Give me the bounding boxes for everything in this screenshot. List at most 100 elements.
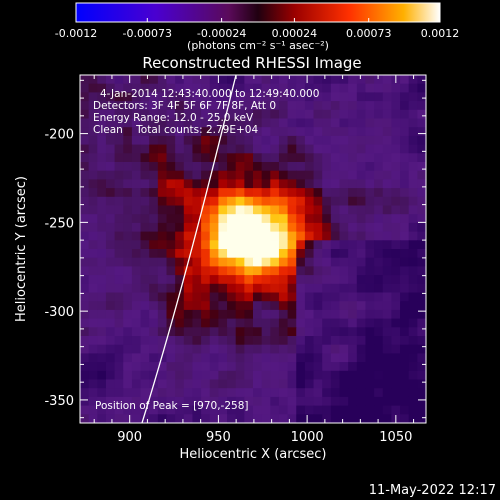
heatmap-cell bbox=[175, 127, 185, 137]
heatmap-cell bbox=[313, 379, 323, 389]
heatmap-cell bbox=[88, 344, 98, 354]
heatmap-cell bbox=[114, 162, 124, 172]
heatmap-cell bbox=[235, 266, 245, 276]
heatmap-cell bbox=[339, 101, 349, 111]
heatmap-cell bbox=[175, 83, 185, 93]
heatmap-cell bbox=[183, 127, 194, 137]
heatmap-cell bbox=[88, 153, 98, 163]
heatmap-cell bbox=[400, 231, 410, 241]
heatmap-cell bbox=[235, 170, 245, 180]
heatmap-cell bbox=[218, 249, 228, 259]
heatmap-cell bbox=[140, 353, 150, 363]
heatmap-cell bbox=[175, 266, 185, 276]
heatmap-cell bbox=[131, 309, 142, 320]
heatmap-cell bbox=[339, 414, 349, 423]
heatmap-cell bbox=[374, 353, 384, 363]
heatmap-cell bbox=[400, 196, 410, 207]
heatmap-cell bbox=[270, 405, 280, 415]
heatmap-cell bbox=[209, 222, 219, 233]
heatmap-cell bbox=[244, 240, 254, 250]
heatmap-cell bbox=[97, 257, 107, 267]
heatmap-cell bbox=[253, 301, 263, 311]
heatmap-cell bbox=[417, 144, 426, 154]
heatmap-cell bbox=[105, 83, 116, 93]
heatmap-cell bbox=[391, 396, 401, 407]
heatmap-cell bbox=[417, 275, 426, 285]
heatmap-cell bbox=[278, 144, 289, 154]
heatmap-cell bbox=[330, 370, 341, 381]
heatmap-cell bbox=[400, 153, 410, 163]
heatmap-cell bbox=[278, 309, 289, 320]
heatmap-cell bbox=[140, 205, 150, 215]
heatmap-cell bbox=[175, 101, 185, 111]
heatmap-cell bbox=[313, 275, 323, 285]
heatmap-cell bbox=[166, 83, 176, 93]
heatmap-cell bbox=[408, 353, 418, 363]
heatmap-cell bbox=[287, 344, 297, 354]
heatmap-cell bbox=[391, 162, 401, 172]
heatmap-cell bbox=[192, 283, 202, 294]
heatmap-cell bbox=[339, 240, 349, 250]
heatmap-cell bbox=[313, 127, 323, 137]
heatmap-cell bbox=[209, 362, 219, 372]
heatmap-cell bbox=[105, 301, 116, 311]
heatmap-cell bbox=[149, 240, 159, 250]
heatmap-cell bbox=[140, 414, 150, 423]
heatmap-cell bbox=[201, 327, 211, 337]
heatmap-cell bbox=[201, 170, 211, 180]
heatmap-cell bbox=[80, 75, 90, 85]
heatmap-cell bbox=[80, 214, 90, 224]
heatmap-cell bbox=[140, 388, 150, 398]
heatmap-cell bbox=[140, 292, 150, 302]
heatmap-cell bbox=[365, 196, 375, 207]
heatmap-cell bbox=[140, 309, 150, 320]
heatmap-cell bbox=[218, 127, 228, 137]
heatmap-cell bbox=[417, 75, 426, 85]
heatmap-cell bbox=[417, 370, 426, 381]
heatmap-cell bbox=[322, 370, 332, 381]
heatmap-cell bbox=[123, 83, 133, 93]
heatmap-cell bbox=[227, 327, 237, 337]
heatmap-cell bbox=[140, 75, 150, 85]
heatmap-cell bbox=[374, 127, 384, 137]
heatmap-cell bbox=[313, 196, 323, 207]
heatmap-cell bbox=[218, 162, 228, 172]
heatmap-cell bbox=[201, 292, 211, 302]
heatmap-cell bbox=[88, 301, 98, 311]
heatmap-cell bbox=[166, 249, 176, 259]
heatmap-cell bbox=[235, 127, 245, 137]
heatmap-cell bbox=[374, 196, 384, 207]
heatmap-cell bbox=[88, 292, 98, 302]
heatmap-cell bbox=[261, 214, 271, 224]
heatmap-cell bbox=[382, 249, 392, 259]
heatmap-cell bbox=[382, 318, 392, 328]
heatmap-cell bbox=[149, 327, 159, 337]
heatmap-cell bbox=[114, 249, 124, 259]
heatmap-cell bbox=[278, 414, 289, 423]
heatmap-cell bbox=[408, 75, 418, 85]
heatmap-cell bbox=[149, 170, 159, 180]
heatmap-cell bbox=[97, 301, 107, 311]
heatmap-cell bbox=[400, 75, 410, 85]
heatmap-cell bbox=[330, 196, 341, 207]
heatmap-cell bbox=[356, 144, 367, 154]
heatmap-cell bbox=[131, 222, 142, 233]
heatmap-cell bbox=[408, 92, 418, 102]
heatmap-cell bbox=[88, 75, 98, 85]
heatmap-cell bbox=[348, 188, 358, 198]
heatmap-cell bbox=[348, 344, 358, 354]
heatmap-cell bbox=[88, 283, 98, 294]
heatmap-cell bbox=[330, 83, 341, 93]
heatmap-cell bbox=[400, 127, 410, 137]
heatmap-cell bbox=[365, 344, 375, 354]
heatmap-cell bbox=[304, 205, 315, 215]
heatmap-cell bbox=[227, 336, 237, 346]
heatmap-cell bbox=[348, 92, 358, 102]
heatmap-cell bbox=[348, 144, 358, 154]
heatmap-cell bbox=[278, 214, 289, 224]
heatmap-cell bbox=[183, 396, 194, 407]
heatmap-cell bbox=[339, 318, 349, 328]
heatmap-cell bbox=[330, 153, 341, 163]
heatmap-cell bbox=[278, 362, 289, 372]
heatmap-cell bbox=[192, 266, 202, 276]
